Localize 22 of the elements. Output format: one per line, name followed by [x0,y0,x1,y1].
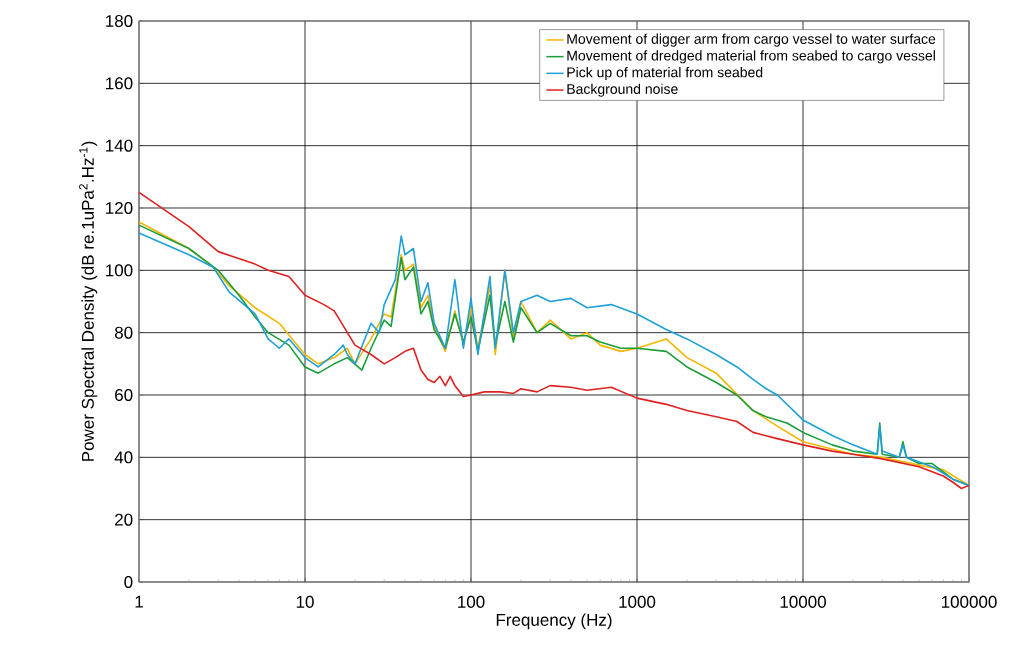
y-tick-label: 120 [106,201,133,215]
legend-label: Background noise [567,83,678,97]
y-tick-label: 60 [115,388,133,402]
x-tick-label: 10 [296,595,314,608]
y-tick-label: 0 [124,575,133,589]
x-tick-label: 1 [135,595,143,608]
x-tick-label: 10000 [780,595,826,608]
y-tick-label: 100 [106,264,133,277]
y-tick-label: 80 [114,326,133,339]
x-tick-label: 100 [458,595,485,608]
legend-label: Movement of dredged material from seabed to cargo vessel [567,50,935,64]
y-tick-label: 20 [115,513,133,526]
y-axis-title: Power Spectral Density (dB re.1uPa$^{2}$.Hz$^{-1}$) [79,141,98,461]
y-tick-label: 140 [106,139,133,152]
x-tick-label: 1000 [619,595,656,608]
legend-label: Pick up of material from seabed [567,67,763,81]
y-tick-label: 180 [106,14,133,28]
x-axis-title: Frequency (Hz) [496,613,612,630]
legend-label: Movement of digger arm from cargo vessel to water surface [567,33,936,47]
x-tick-label: 100000 [941,595,997,608]
y-tick-label: 160 [106,77,133,90]
y-tick-label: 40 [114,451,133,464]
